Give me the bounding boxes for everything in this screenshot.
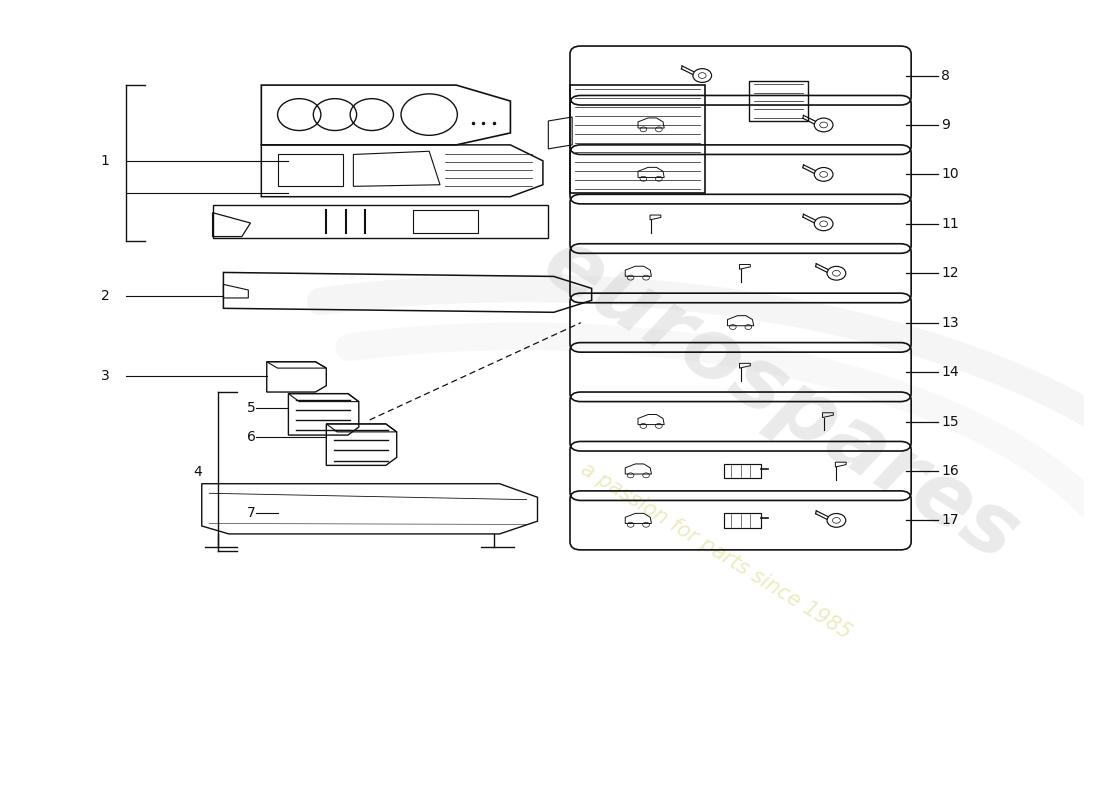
Text: 8: 8 [942, 69, 950, 82]
Text: a passion for parts since 1985: a passion for parts since 1985 [578, 459, 855, 643]
Text: 1: 1 [101, 154, 110, 168]
Text: 9: 9 [942, 118, 950, 132]
Text: 16: 16 [942, 464, 959, 478]
Text: 14: 14 [942, 365, 959, 379]
Text: 10: 10 [942, 167, 959, 182]
Text: 5: 5 [248, 401, 256, 415]
Text: 2: 2 [101, 290, 110, 303]
Text: 3: 3 [101, 369, 110, 383]
Text: eurospares: eurospares [528, 221, 1034, 579]
Text: 12: 12 [942, 266, 959, 280]
Text: 4: 4 [192, 465, 201, 478]
Text: 17: 17 [942, 514, 959, 527]
Text: 7: 7 [248, 506, 256, 520]
Text: 11: 11 [942, 217, 959, 231]
Text: 13: 13 [942, 316, 959, 330]
Text: 6: 6 [248, 430, 256, 445]
Text: 15: 15 [942, 414, 959, 429]
